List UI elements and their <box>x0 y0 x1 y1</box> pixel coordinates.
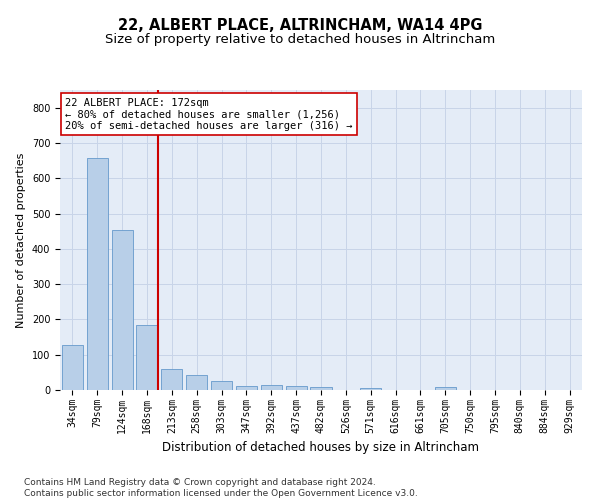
Bar <box>236 386 257 390</box>
Text: 22, ALBERT PLACE, ALTRINCHAM, WA14 4PG: 22, ALBERT PLACE, ALTRINCHAM, WA14 4PG <box>118 18 482 32</box>
Bar <box>112 230 133 390</box>
Bar <box>62 345 83 390</box>
Bar <box>286 386 307 390</box>
Bar <box>136 325 158 390</box>
Bar <box>261 386 282 390</box>
X-axis label: Distribution of detached houses by size in Altrincham: Distribution of detached houses by size … <box>163 441 479 454</box>
Text: Size of property relative to detached houses in Altrincham: Size of property relative to detached ho… <box>105 32 495 46</box>
Text: Contains HM Land Registry data © Crown copyright and database right 2024.
Contai: Contains HM Land Registry data © Crown c… <box>24 478 418 498</box>
Bar <box>211 381 232 390</box>
Bar <box>87 158 108 390</box>
Text: 22 ALBERT PLACE: 172sqm
← 80% of detached houses are smaller (1,256)
20% of semi: 22 ALBERT PLACE: 172sqm ← 80% of detache… <box>65 98 353 130</box>
Y-axis label: Number of detached properties: Number of detached properties <box>16 152 26 328</box>
Bar <box>161 369 182 390</box>
Bar <box>310 387 332 390</box>
Bar <box>435 387 456 390</box>
Bar <box>186 375 207 390</box>
Bar <box>360 388 381 390</box>
